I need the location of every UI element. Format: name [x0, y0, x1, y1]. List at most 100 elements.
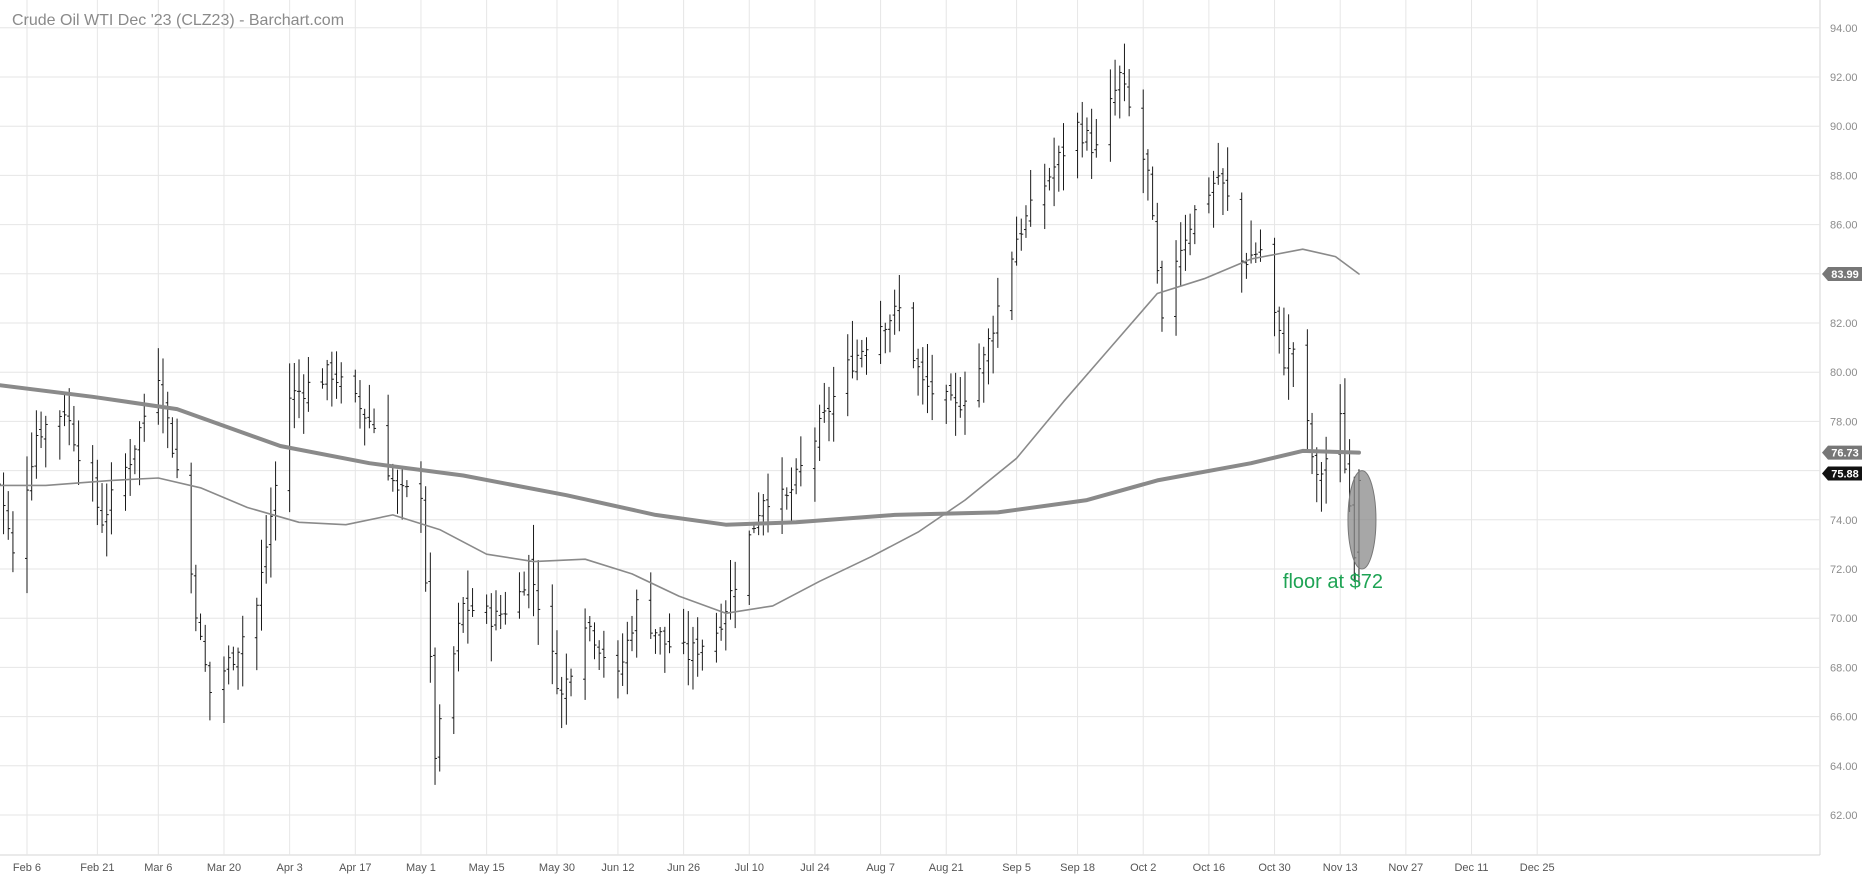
ohlc-bar — [1155, 202, 1160, 284]
ohlc-bar — [536, 560, 541, 645]
ohlc-bar — [690, 626, 695, 690]
last-price-value: 83.99 — [1831, 269, 1859, 281]
x-tick-label: Jun 12 — [601, 862, 634, 874]
ohlc-bar — [142, 393, 147, 442]
ohlc-bar — [723, 600, 728, 651]
ohlc-bar — [531, 524, 536, 617]
ohlc-bar — [170, 417, 175, 458]
ohlc-bar — [564, 653, 569, 725]
ohlc-bar — [503, 591, 508, 625]
ohlc-bar — [1145, 149, 1150, 201]
ohlc-bar — [550, 584, 555, 685]
ohlc-bar — [489, 593, 494, 662]
ohlc-bar — [1056, 145, 1061, 192]
y-tick-label: 82.00 — [1830, 318, 1858, 330]
moving-average-short — [0, 248, 1360, 615]
ohlc-bar — [404, 480, 409, 498]
ohlc-bar — [892, 289, 897, 335]
x-tick-label: Mar 20 — [207, 862, 241, 874]
y-tick-label: 78.00 — [1830, 416, 1858, 428]
ohlc-bar — [498, 594, 503, 630]
ohlc-bar — [1291, 342, 1296, 387]
y-tick-label: 80.00 — [1830, 367, 1858, 379]
ohlc-bar — [240, 615, 245, 687]
ohlc-bar — [297, 359, 302, 419]
ohlc-bar — [494, 590, 498, 631]
ohlc-bar — [1019, 218, 1024, 251]
ohlc-bar — [325, 359, 330, 401]
ohlc-bar — [1113, 59, 1118, 116]
ohlc-bar — [845, 334, 850, 417]
ohlc-bar — [953, 372, 958, 436]
ohlc-bar — [39, 411, 44, 449]
y-tick-label: 92.00 — [1830, 72, 1858, 84]
ohlc-bar — [1220, 168, 1225, 215]
x-tick-label: Oct 16 — [1193, 862, 1225, 874]
ohlc-bar — [1023, 205, 1028, 238]
ohlc-bar — [57, 410, 62, 460]
ohlc-bar — [601, 630, 606, 678]
ohlc-bar — [428, 552, 433, 683]
ohlc-bar — [43, 415, 48, 468]
x-tick-label: Nov 13 — [1323, 862, 1358, 874]
ohlc-bar — [339, 362, 344, 404]
ohlc-bar — [1141, 89, 1146, 194]
x-tick-label: Dec 11 — [1454, 862, 1488, 874]
ohlc-bar — [554, 630, 559, 695]
ohlc-bar — [1253, 242, 1258, 263]
ohlc-bar — [156, 348, 161, 425]
ohlc-bar — [559, 676, 564, 729]
ohlc-bar — [1080, 101, 1085, 158]
ohlc-bar — [418, 461, 423, 533]
ohlc-bar — [207, 661, 212, 721]
y-tick-label: 86.00 — [1830, 220, 1858, 232]
ohlc-bar — [1178, 222, 1183, 287]
ohlc-bar — [67, 388, 72, 446]
ohlc-bar — [747, 530, 752, 605]
x-tick-label: May 15 — [469, 862, 505, 874]
floor-highlight-ellipse — [1347, 470, 1377, 570]
ohlc-bar — [1052, 137, 1057, 207]
ohlc-bar — [62, 393, 67, 427]
ohlc-bar — [1159, 260, 1164, 332]
x-tick-label: Dec 25 — [1520, 862, 1555, 874]
ohlc-bar — [90, 445, 95, 502]
x-tick-label: Jul 10 — [735, 862, 764, 874]
ohlc-bar — [1314, 447, 1319, 503]
ohlc-bar — [826, 386, 831, 442]
ohlc-bar — [878, 300, 883, 364]
ohlc-bar — [395, 469, 400, 514]
x-tick-label: May 1 — [406, 862, 436, 874]
ohlc-bar — [484, 594, 489, 624]
chart-title: Crude Oil WTI Dec '23 (CLZ23) - Barchart… — [12, 12, 344, 29]
ohlc-bar — [273, 461, 278, 541]
x-tick-label: Apr 3 — [276, 862, 302, 874]
ohlc-bar — [625, 621, 630, 695]
ohlc-bar — [1249, 220, 1254, 264]
ohlc-bar — [798, 436, 803, 487]
ohlc-bar — [1272, 237, 1277, 337]
ohlc-bar — [864, 337, 869, 375]
x-tick-label: May 30 — [539, 862, 575, 874]
ohlc-bar — [1028, 169, 1033, 227]
ohlc-bar — [1206, 177, 1211, 214]
ohlc-bar — [897, 274, 902, 332]
ohlc-bar — [226, 645, 231, 685]
ohlc-bar — [301, 374, 306, 434]
ohlc-bar — [128, 438, 133, 496]
ohlc-bar — [268, 487, 273, 578]
ohlc-bar — [433, 647, 438, 785]
ohlc-bar — [451, 646, 456, 735]
ohlc-bar — [1225, 147, 1230, 211]
ohlc-bar — [1047, 167, 1052, 191]
ohlc-bar — [925, 344, 930, 414]
ohlc-bar — [1108, 69, 1113, 162]
ohlc-bar — [587, 616, 592, 642]
ohlc-bar — [812, 427, 817, 502]
ohlc-bar — [887, 314, 892, 353]
ohlc-bar — [653, 629, 658, 654]
ohlc-bar — [329, 351, 334, 407]
ohlc-bar — [1061, 123, 1066, 191]
ohlc-bar — [911, 302, 916, 369]
